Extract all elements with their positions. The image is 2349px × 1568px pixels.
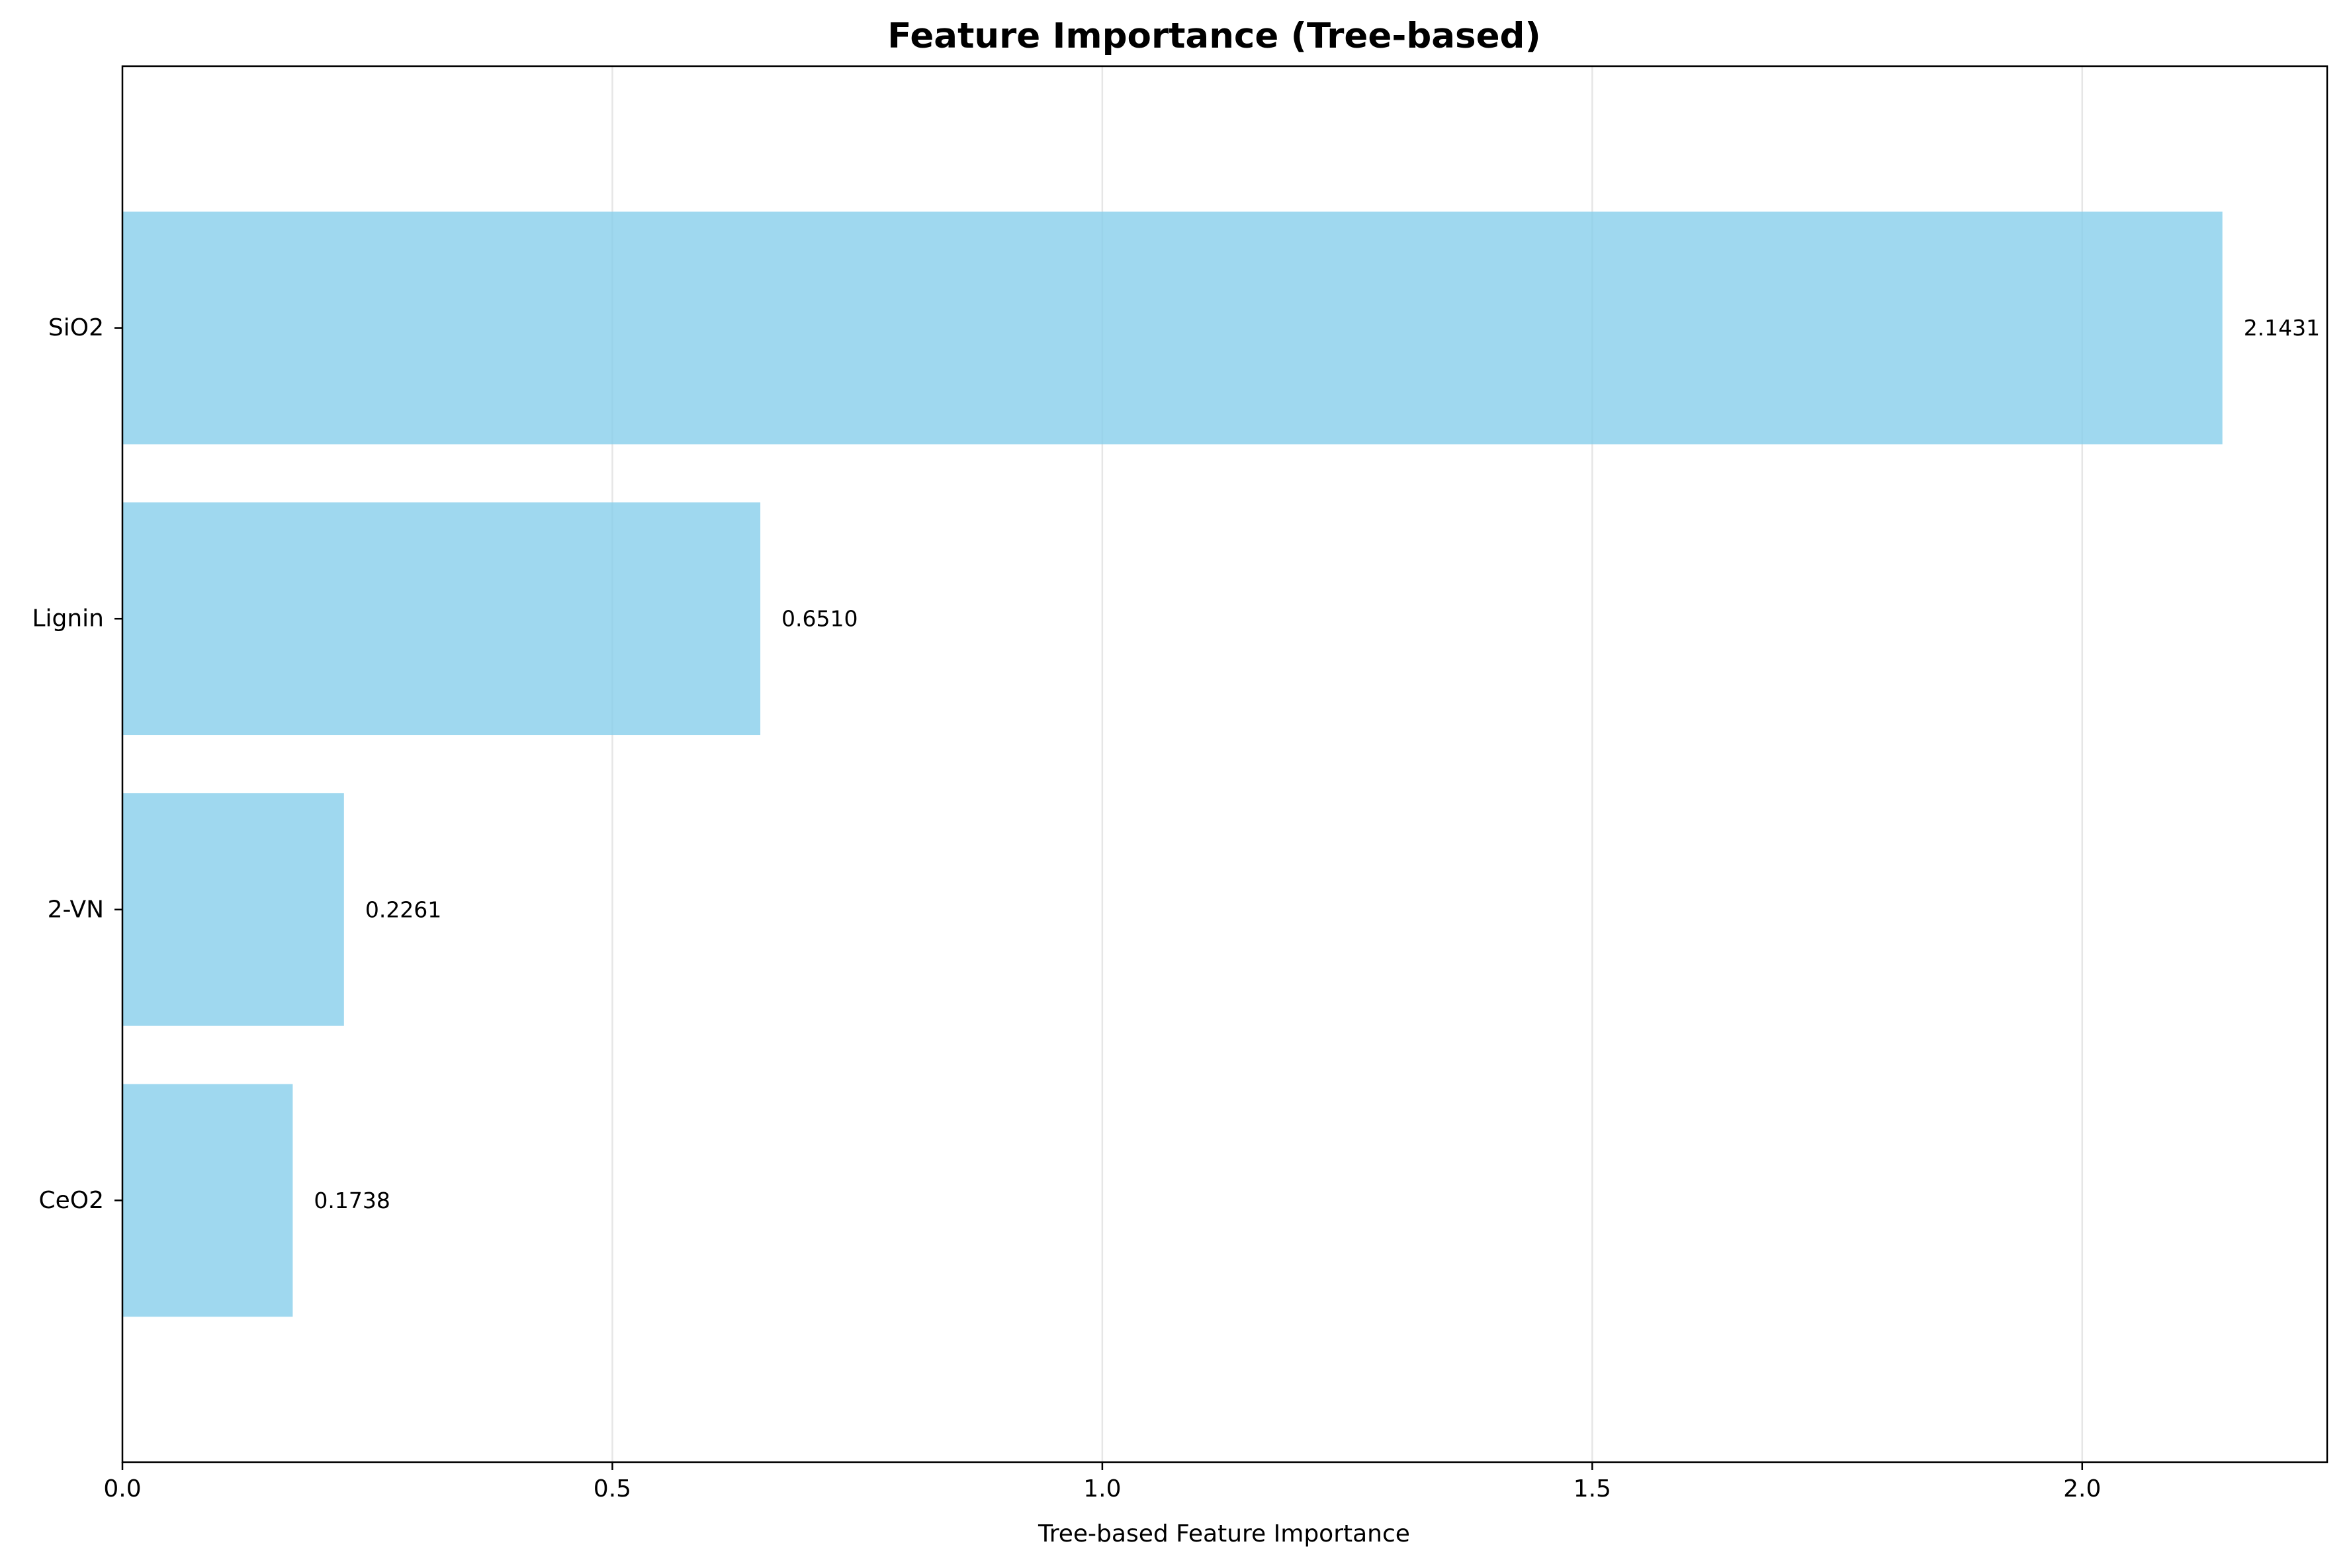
bar-lignin	[122, 502, 761, 736]
x-tick-label: 2.0	[2063, 1475, 2101, 1503]
bars	[122, 211, 2223, 1317]
chart-title: Feature Importance (Tree-based)	[887, 16, 1540, 56]
x-tick-label: 0.0	[103, 1475, 141, 1503]
x-tick-label: 0.5	[594, 1475, 631, 1503]
value-label: 0.2261	[365, 896, 441, 922]
x-tick-label: 1.5	[1573, 1475, 1611, 1503]
x-axis-ticks: 0.0 0.5 1.0 1.5 2.0	[103, 1462, 2101, 1503]
value-label: 0.6510	[781, 606, 858, 632]
value-label: 0.1738	[314, 1188, 390, 1213]
y-tick-label: SiO2	[48, 314, 104, 341]
bar-ceo2	[122, 1084, 293, 1317]
value-label: 2.1431	[2244, 315, 2320, 341]
x-axis-label: Tree-based Feature Importance	[1038, 1520, 1410, 1547]
y-tick-label: Lignin	[32, 605, 104, 632]
bar-2-vn	[122, 793, 344, 1026]
y-tick-label: CeO2	[38, 1187, 104, 1214]
y-tick-label: 2-VN	[48, 896, 104, 923]
bar-sio2	[122, 211, 2223, 445]
plot-frame	[121, 65, 2328, 1463]
value-labels: 0.1738 0.2261 0.6510 2.1431	[314, 315, 2320, 1213]
x-tick-label: 1.0	[1083, 1475, 1121, 1503]
y-axis-ticks: CeO2 2-VN Lignin SiO2	[32, 314, 122, 1214]
